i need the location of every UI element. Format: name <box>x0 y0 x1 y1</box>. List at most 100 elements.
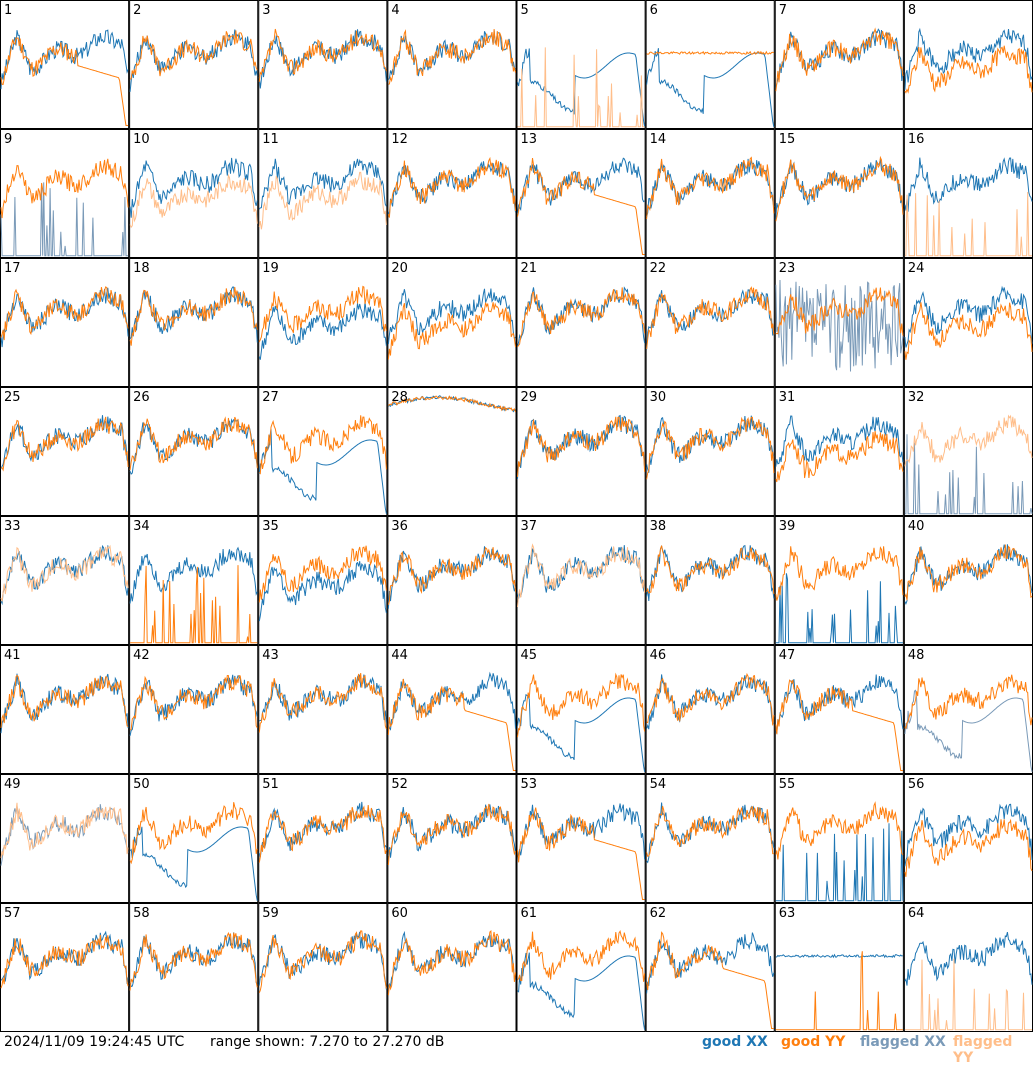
series-xx <box>775 674 904 735</box>
panel-21: 21 <box>516 258 646 387</box>
series-xx <box>387 288 516 345</box>
panel-frame <box>774 0 904 129</box>
panel-1: 1 <box>0 0 130 129</box>
panel-frame <box>774 516 904 645</box>
series-xx <box>646 48 775 127</box>
panel-frame <box>258 129 388 258</box>
panel-frame <box>645 0 775 129</box>
panel-57: 57 <box>0 903 130 1032</box>
panel-18: 18 <box>129 258 259 387</box>
series-yy <box>904 674 1033 730</box>
series-yy <box>258 415 387 475</box>
panel-30: 30 <box>645 387 775 516</box>
series-xx <box>646 544 775 602</box>
panel-label: 32 <box>908 390 925 405</box>
series-yy <box>775 155 904 222</box>
panel-37: 37 <box>516 516 646 645</box>
panel-frame <box>903 516 1033 645</box>
series-yy <box>0 934 129 989</box>
panel-frame <box>0 0 130 129</box>
panel-label: 61 <box>521 906 538 921</box>
panel-17: 17 <box>0 258 130 387</box>
panel-52: 52 <box>387 774 517 903</box>
panel-frame <box>387 258 517 387</box>
series-yy <box>258 545 387 603</box>
panel-11: 11 <box>258 129 388 258</box>
panel-label: 44 <box>391 648 408 663</box>
panel-48: 48 <box>903 645 1033 774</box>
panel-label: 10 <box>133 132 150 147</box>
series-yy <box>775 287 904 336</box>
series-xx <box>129 674 258 736</box>
panel-frame <box>645 645 775 774</box>
series-xx <box>904 544 1033 605</box>
series-xx <box>0 415 129 469</box>
panel-frame <box>129 387 259 516</box>
panel-label: 36 <box>391 519 408 534</box>
panel-39: 39 <box>774 516 904 645</box>
panel-label: 22 <box>650 261 667 276</box>
panel-frame <box>774 258 904 387</box>
panel-43: 43 <box>258 645 388 774</box>
panel-56: 56 <box>903 774 1033 903</box>
series-yy <box>258 285 387 343</box>
panel-label: 50 <box>133 777 150 792</box>
panel-frame <box>774 387 904 516</box>
panel-label: 52 <box>391 777 408 792</box>
series-yy <box>387 302 516 360</box>
panel-label: 40 <box>908 519 925 534</box>
series-yy <box>517 807 645 900</box>
panel-61: 61 <box>516 903 646 1032</box>
series-xx <box>904 931 1033 986</box>
series-yy <box>646 805 774 857</box>
panel-frame <box>387 645 517 774</box>
legend-flagged-xx: flagged XX <box>860 1034 946 1050</box>
panel-label: 48 <box>908 648 925 663</box>
series-xx <box>387 804 516 858</box>
panel-frame <box>516 129 646 258</box>
series-yy <box>646 931 774 1029</box>
panel-label: 8 <box>908 3 916 18</box>
panel-frame <box>903 645 1033 774</box>
panel-14: 14 <box>645 129 775 258</box>
series-yy <box>258 28 387 82</box>
series-xx <box>258 801 387 858</box>
series-yy <box>904 958 1032 1031</box>
series-yy <box>129 30 258 80</box>
panel-6: 6 <box>645 0 775 129</box>
panel-24: 24 <box>903 258 1033 387</box>
panel-35: 35 <box>258 516 388 645</box>
panel-frame <box>0 387 130 516</box>
panel-40: 40 <box>903 516 1033 645</box>
panel-47: 47 <box>774 645 904 774</box>
series-yy <box>0 674 129 728</box>
series-yy <box>129 416 258 470</box>
panel-2: 2 <box>129 0 259 129</box>
series-yy <box>646 50 774 56</box>
panel-label: 46 <box>650 648 667 663</box>
panel-frame <box>645 903 775 1032</box>
panel-frame <box>129 516 259 645</box>
series-xx <box>646 802 775 864</box>
panel-label: 26 <box>133 390 150 405</box>
panel-13: 13 <box>516 129 646 258</box>
panel-frame <box>129 903 259 1032</box>
series-xx <box>129 826 258 901</box>
panel-53: 53 <box>516 774 646 903</box>
panel-frame <box>258 0 388 129</box>
panel-19: 19 <box>258 258 388 387</box>
panel-label: 54 <box>650 777 667 792</box>
panel-frame <box>387 129 517 258</box>
series-yy <box>646 286 775 350</box>
panel-label: 42 <box>133 648 150 663</box>
panel-label: 53 <box>521 777 538 792</box>
series-yy <box>258 804 387 863</box>
series-xx <box>775 279 904 372</box>
panel-frame <box>129 774 259 903</box>
panel-label: 27 <box>262 390 279 405</box>
panel-41: 41 <box>0 645 130 774</box>
series-xx <box>517 952 646 1030</box>
series-xx <box>0 287 129 348</box>
panel-label: 11 <box>262 132 279 147</box>
panel-38: 38 <box>645 516 775 645</box>
